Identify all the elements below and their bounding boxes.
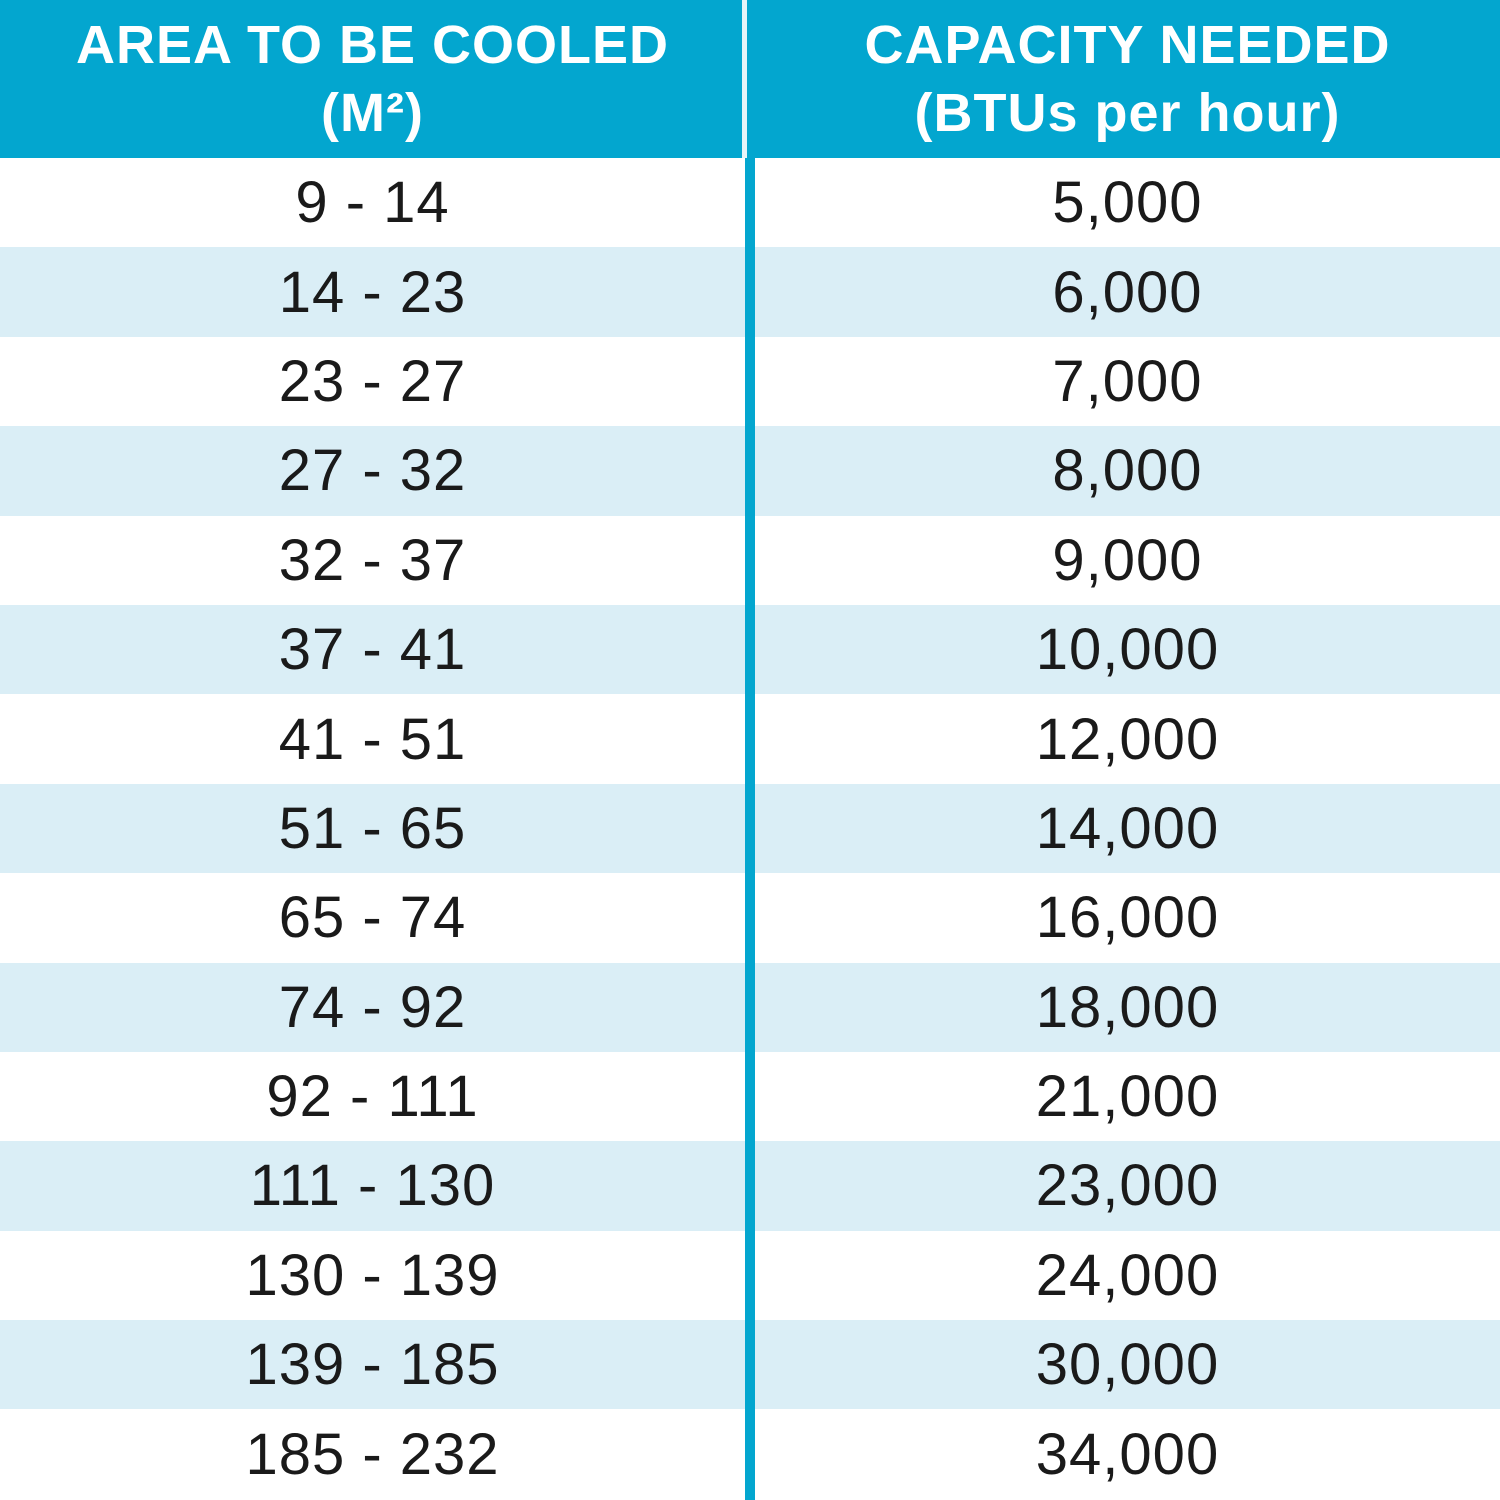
capacity-cell: 7,000	[1052, 348, 1203, 414]
area-cell: 130 - 139	[245, 1242, 500, 1308]
header-divider-highlight	[742, 0, 747, 158]
capacity-header-title: CAPACITY NEEDED	[864, 15, 1391, 75]
area-cell: 27 - 32	[278, 438, 467, 504]
area-header-title: AREA TO BE COOLED	[75, 15, 670, 75]
table-row: 41 - 51 12,000	[0, 694, 1500, 783]
area-cell: 51 - 65	[278, 795, 467, 861]
area-cell: 65 - 74	[278, 885, 467, 951]
area-cell: 41 - 51	[278, 706, 467, 772]
table-row: 51 - 65 14,000	[0, 783, 1500, 874]
table-row: 23 - 27 7,000	[0, 337, 1500, 426]
capacity-cell: 12,000	[1035, 706, 1220, 772]
column-divider	[745, 0, 755, 1500]
capacity-cell: 23,000	[1035, 1153, 1220, 1219]
table-row: 92 - 111 21,000	[0, 1052, 1500, 1141]
table-row: 9 - 14 5,000	[0, 158, 1500, 247]
area-cell: 92 - 111	[266, 1064, 479, 1130]
area-cell: 9 - 14	[295, 170, 450, 236]
area-cell: 139 - 185	[245, 1332, 500, 1398]
area-cell: 74 - 92	[278, 974, 467, 1040]
table-row: 130 - 139 24,000	[0, 1231, 1500, 1320]
capacity-header-unit: (BTUs per hour)	[914, 83, 1341, 143]
capacity-cell: 30,000	[1035, 1332, 1220, 1398]
capacity-cell: 10,000	[1035, 617, 1220, 683]
capacity-cell: 5,000	[1052, 170, 1203, 236]
capacity-cell: 14,000	[1035, 795, 1220, 861]
capacity-cell: 9,000	[1052, 527, 1203, 593]
capacity-cell: 6,000	[1052, 259, 1203, 325]
area-cell: 14 - 23	[278, 259, 467, 325]
table-row: 32 - 37 9,000	[0, 516, 1500, 605]
capacity-cell: 21,000	[1035, 1064, 1220, 1130]
capacity-cell: 16,000	[1035, 885, 1220, 951]
capacity-cell: 24,000	[1035, 1242, 1220, 1308]
area-cell: 111 - 130	[249, 1153, 496, 1219]
area-cell: 185 - 232	[245, 1421, 500, 1487]
area-column-header: AREA TO BE COOLED (M²)	[0, 0, 745, 158]
capacity-cell: 8,000	[1052, 438, 1203, 504]
capacity-column-header: CAPACITY NEEDED (BTUs per hour)	[755, 0, 1500, 158]
capacity-cell: 34,000	[1035, 1421, 1220, 1487]
area-cell: 37 - 41	[278, 617, 467, 683]
area-cell: 23 - 27	[278, 348, 467, 414]
area-cell: 32 - 37	[278, 527, 467, 593]
table-row: 65 - 74 16,000	[0, 873, 1500, 962]
area-header-unit: (M²)	[321, 83, 424, 143]
capacity-cell: 18,000	[1035, 974, 1220, 1040]
table-row: 185 - 232 34,000	[0, 1409, 1500, 1498]
